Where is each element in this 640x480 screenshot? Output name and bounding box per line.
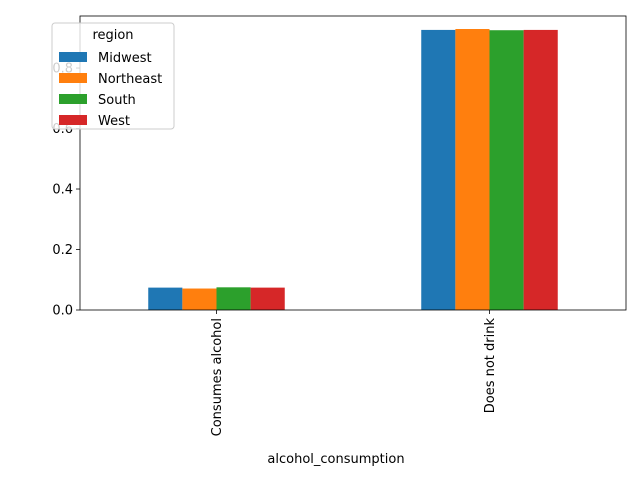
legend-label-midwest: Midwest — [98, 51, 152, 66]
bar-midwest-1 — [148, 287, 183, 310]
bar-south-1 — [216, 287, 251, 310]
legend-label-south: South — [98, 93, 136, 108]
bar-northeast-2 — [455, 29, 490, 311]
x-axis-label: alcohol_consumption — [267, 452, 404, 467]
legend-swatch-midwest — [59, 52, 87, 62]
legend-swatch-west — [59, 115, 87, 125]
bar-midwest-2 — [421, 29, 456, 311]
plot-frame — [79, 15, 627, 311]
bar-west-2 — [523, 29, 558, 311]
y-tick-label: 0.4 — [52, 183, 73, 198]
y-tick-label: 0.0 — [52, 304, 73, 319]
bar-west-1 — [250, 287, 285, 310]
legend: region Midwest Northeast South West — [51, 22, 175, 130]
bars-group — [148, 29, 558, 311]
x-tick-label: Does not drink — [483, 318, 498, 414]
x-tick-label: Consumes alcohol — [210, 318, 225, 436]
bar-south-2 — [489, 30, 524, 310]
legend-swatch-northeast — [59, 73, 87, 83]
legend-swatch-south — [59, 94, 87, 104]
legend-title: region — [92, 28, 133, 43]
y-tick-label: 0.2 — [52, 243, 73, 258]
legend-label-west: West — [98, 114, 130, 129]
bar-northeast-1 — [182, 288, 217, 310]
legend-label-northeast: Northeast — [98, 72, 162, 87]
